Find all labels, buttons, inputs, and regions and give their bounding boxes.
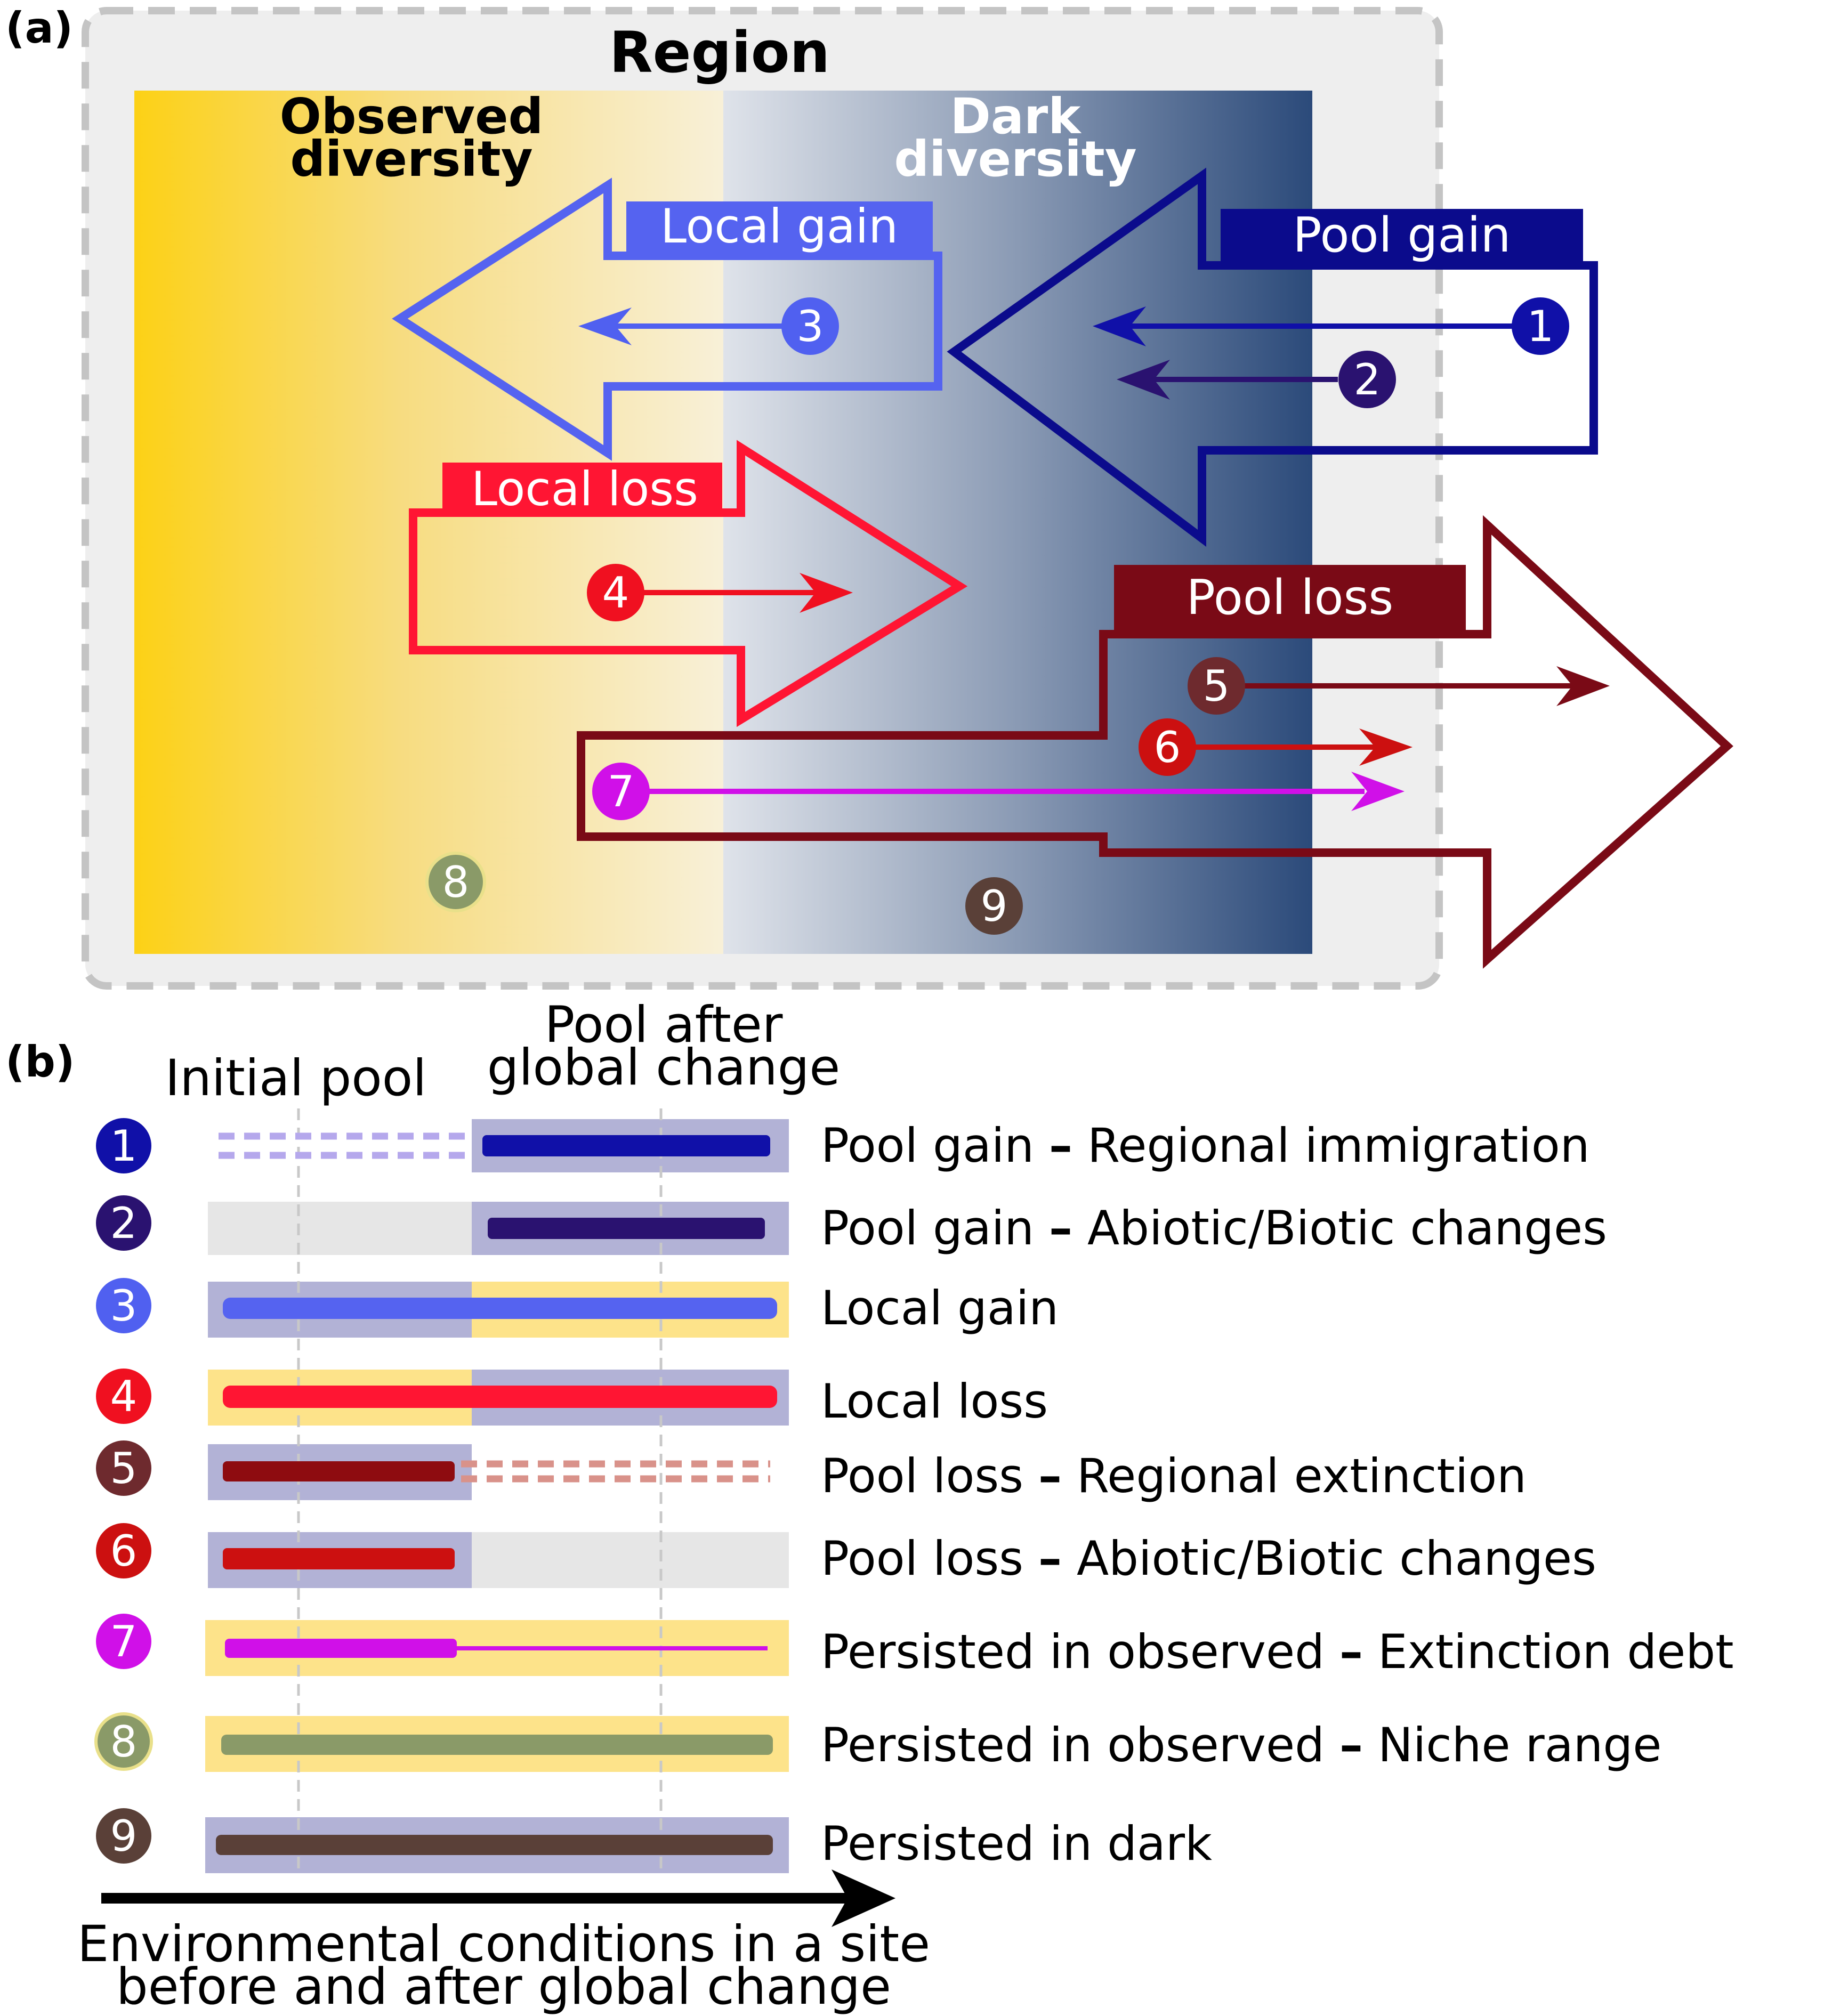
svg-text:2: 2 bbox=[110, 1199, 138, 1248]
row-label-7: Persisted in observed – Extinction debt bbox=[821, 1624, 1734, 1679]
row-marker-5: 5 bbox=[96, 1440, 151, 1496]
pool-after-label-line1: Pool after bbox=[545, 996, 783, 1054]
row-marker-2: 2 bbox=[96, 1195, 151, 1251]
local-gain-label: Local gain bbox=[660, 199, 898, 254]
marker-8: 8 bbox=[425, 852, 486, 912]
row-label-6: Pool loss – Abiotic/Biotic changes bbox=[821, 1531, 1596, 1586]
panel-b-label: (b) bbox=[5, 1037, 75, 1087]
svg-text:9: 9 bbox=[110, 1811, 138, 1861]
svg-text:8: 8 bbox=[110, 1717, 138, 1767]
pool-loss-label-box bbox=[1114, 565, 1466, 631]
panel-b: (b) Initial pool Pool after global chang… bbox=[5, 996, 1734, 2016]
marker-5: 5 bbox=[1188, 657, 1245, 715]
row-marker-8: 8 bbox=[94, 1712, 153, 1771]
pool-gain-label-box bbox=[1221, 209, 1583, 264]
svg-text:5: 5 bbox=[110, 1444, 138, 1493]
svg-text:5: 5 bbox=[1203, 661, 1230, 711]
marker-9: 9 bbox=[965, 877, 1023, 935]
arrow-7 bbox=[645, 772, 1405, 811]
row-marker-1: 1 bbox=[96, 1118, 151, 1173]
observed-diversity-label-line1: Observed bbox=[280, 88, 544, 145]
local-gain-arrow bbox=[392, 177, 942, 461]
svg-text:6: 6 bbox=[110, 1526, 138, 1576]
marker-1: 1 bbox=[1512, 297, 1569, 355]
row-marker-7: 7 bbox=[96, 1614, 151, 1669]
pool-gain-arrow bbox=[947, 167, 1598, 547]
marker-3: 3 bbox=[781, 297, 839, 355]
pool-loss-arrow bbox=[577, 515, 1733, 969]
svg-text:1: 1 bbox=[1527, 302, 1554, 351]
svg-text:1: 1 bbox=[110, 1121, 138, 1171]
row-marker-3: 3 bbox=[96, 1278, 151, 1333]
arrow-4 bbox=[629, 573, 853, 613]
svg-text:2: 2 bbox=[1354, 355, 1381, 404]
local-loss-arrow bbox=[409, 440, 968, 727]
marker-4: 4 bbox=[587, 564, 644, 621]
row-label-2: Pool gain – Abiotic/Biotic changes bbox=[821, 1201, 1607, 1256]
pool-after-label-line2: global change bbox=[487, 1039, 841, 1097]
arrow-6 bbox=[1186, 728, 1413, 766]
row-label-9: Persisted in dark bbox=[821, 1816, 1212, 1871]
panel-a: (a) Region Observed diversity Dark diver… bbox=[5, 3, 1733, 990]
row-markers: 1 2 3 4 5 6 7 8 9 bbox=[94, 1118, 153, 1864]
row-label-5: Pool loss – Regional extinction bbox=[821, 1448, 1527, 1503]
svg-text:4: 4 bbox=[110, 1372, 138, 1421]
marker-6: 6 bbox=[1139, 718, 1196, 776]
panel-a-label: (a) bbox=[5, 3, 73, 53]
region-title: Region bbox=[609, 20, 830, 85]
svg-text:6: 6 bbox=[1154, 723, 1181, 772]
arrow-2 bbox=[1117, 360, 1338, 400]
local-loss-label-box bbox=[442, 463, 722, 513]
row-label-1: Pool gain – Regional immigration bbox=[821, 1118, 1590, 1173]
row-labels: Pool gain – Regional immigration Pool ga… bbox=[821, 1118, 1734, 1871]
arrow-3 bbox=[578, 307, 784, 345]
axis-label-line2: before and after global change bbox=[116, 1958, 891, 2016]
svg-text:7: 7 bbox=[608, 767, 635, 816]
row-marker-9: 9 bbox=[96, 1808, 151, 1864]
observed-diversity-label-line2: diversity bbox=[290, 131, 532, 188]
environment-axis-arrow bbox=[101, 1869, 895, 1927]
svg-text:4: 4 bbox=[602, 568, 629, 618]
marker-7: 7 bbox=[592, 763, 650, 820]
pool-gain-label: Pool gain bbox=[1293, 207, 1511, 263]
pool-loss-label: Pool loss bbox=[1187, 570, 1394, 626]
row-marker-6: 6 bbox=[96, 1523, 151, 1578]
row-label-3: Local gain bbox=[821, 1281, 1059, 1335]
marker-2: 2 bbox=[1338, 351, 1396, 408]
local-gain-label-box bbox=[626, 201, 933, 253]
row-marker-4: 4 bbox=[96, 1369, 151, 1424]
svg-text:9: 9 bbox=[981, 881, 1008, 931]
row-label-8: Persisted in observed – Niche range bbox=[821, 1718, 1661, 1772]
axis-label-line1: Environmental conditions in a site bbox=[77, 1915, 930, 1973]
svg-text:3: 3 bbox=[797, 302, 824, 351]
arrow-1 bbox=[1093, 306, 1514, 346]
dark-diversity-label-line1: Dark bbox=[950, 88, 1082, 145]
initial-pool-label: Initial pool bbox=[165, 1049, 427, 1107]
svg-text:3: 3 bbox=[110, 1281, 138, 1331]
dark-diversity-label-line2: diversity bbox=[894, 131, 1136, 188]
arrow-5 bbox=[1237, 666, 1610, 706]
local-loss-label: Local loss bbox=[471, 462, 698, 516]
svg-text:8: 8 bbox=[442, 857, 470, 907]
row-label-4: Local loss bbox=[821, 1374, 1048, 1429]
svg-text:7: 7 bbox=[110, 1617, 138, 1666]
row-bars bbox=[216, 1132, 777, 1855]
